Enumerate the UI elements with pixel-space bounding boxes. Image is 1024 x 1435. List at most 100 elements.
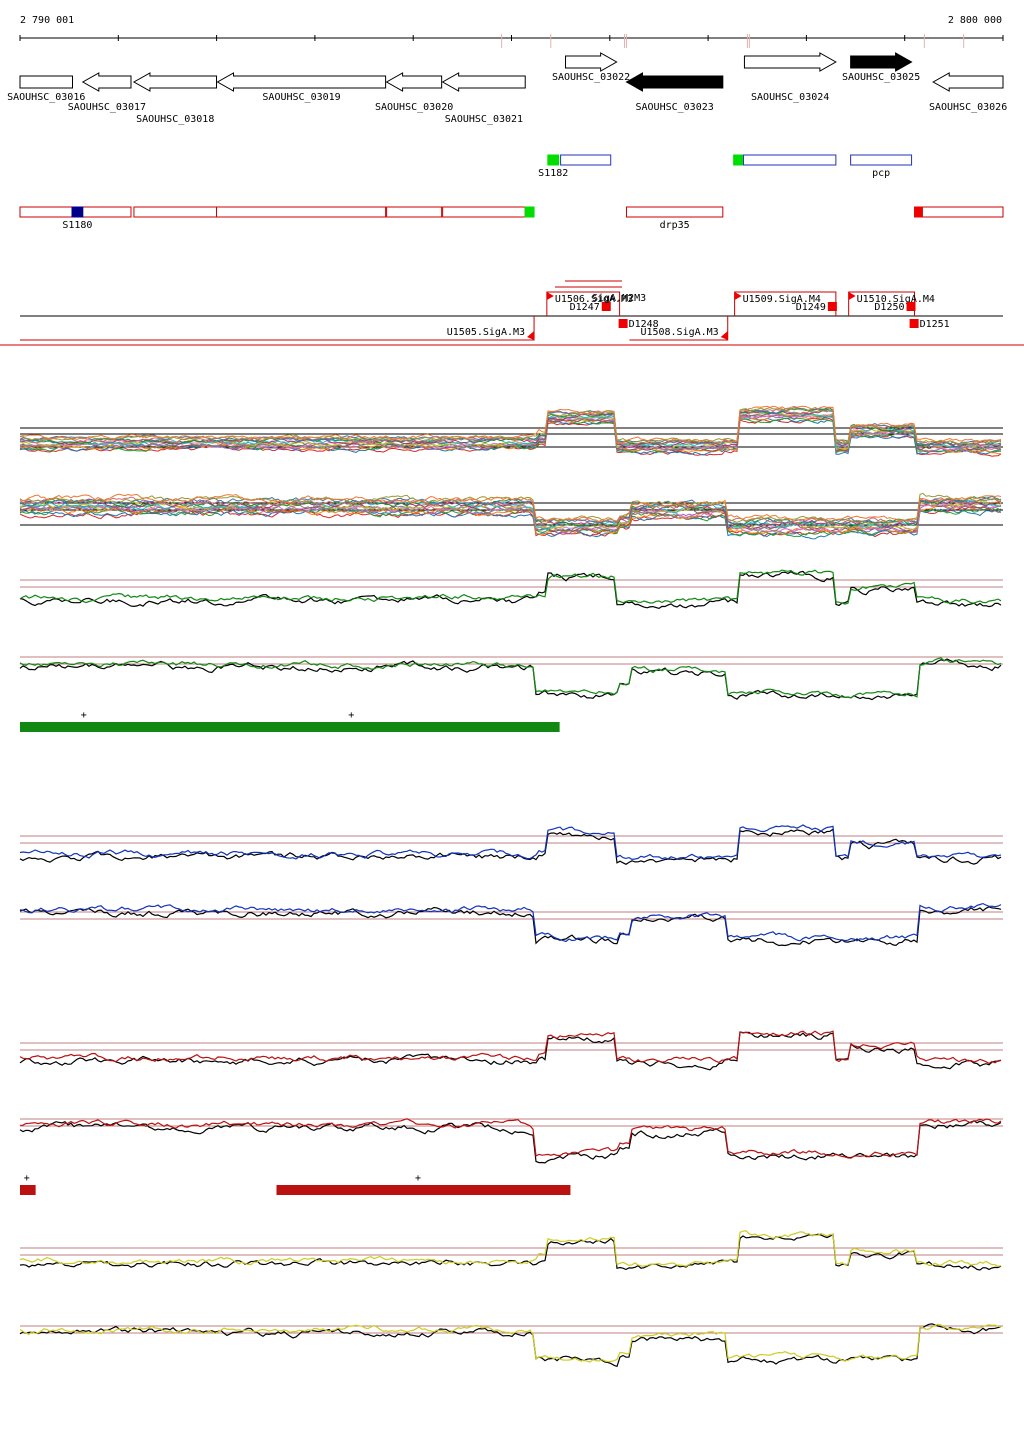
feature-tracks: S1182 pcp S1180 drp35 — [19, 154, 1004, 231]
feature-box — [560, 154, 612, 166]
feature-label: S1180 — [62, 220, 92, 231]
feature-box — [71, 206, 84, 218]
gene-label: SAOUHSC_03016 — [7, 92, 85, 103]
series-line — [19, 407, 1002, 445]
segment-bar — [20, 722, 560, 732]
gene-label: SAOUHSC_03022 — [552, 72, 630, 83]
transcript-fragment-label: SigA.M2M3 — [592, 293, 646, 304]
gene-label: SAOUHSC_03020 — [375, 102, 453, 113]
segment-bars: + + + + — [20, 710, 571, 1195]
gene-label: SAOUHSC_03026 — [929, 102, 1007, 113]
reference-line — [19, 570, 1002, 610]
feature-box — [850, 154, 913, 166]
gene-arrow — [565, 52, 618, 72]
reference-line — [19, 1233, 1002, 1271]
gene-label: SAOUHSC_03017 — [68, 102, 146, 113]
transcript-bracket — [546, 291, 621, 316]
feature-box — [742, 154, 837, 166]
gene-label: SAOUHSC_03024 — [751, 92, 829, 103]
series-line — [19, 496, 1002, 526]
colored-series-line — [19, 569, 1002, 605]
segment-bar — [276, 1185, 571, 1195]
transcript-label: U1508.SigA.M3 — [640, 327, 718, 338]
gene-label: SAOUHSC_03023 — [636, 102, 714, 113]
segment-mark: + — [415, 1173, 421, 1184]
gene-arrow — [625, 72, 724, 92]
gene-track: SAOUHSC_03016 SAOUHSC_03022 SAOUHSC_03024 S… — [7, 34, 1007, 125]
transcript-label: U1509.SigA.M4 — [743, 294, 821, 305]
feature-label: pcp — [872, 168, 890, 179]
gene-arrow — [81, 72, 132, 92]
gene-arrow — [743, 52, 837, 72]
segment-bar — [20, 1185, 36, 1195]
coordinate-axis — [19, 35, 1004, 41]
gene-label: SAOUHSC_03025 — [842, 72, 920, 83]
axis-end-label: 2 800 000 — [948, 15, 1002, 26]
gene-arrow — [385, 72, 443, 92]
feature-box — [133, 206, 218, 218]
gene-label: SAOUHSC_03018 — [136, 114, 214, 125]
expression-profiles — [19, 405, 1003, 1368]
colored-series-line — [19, 657, 1002, 699]
transcript-label: U1510.SigA.M4 — [857, 294, 935, 305]
feature-box — [733, 154, 743, 166]
colored-series-line — [19, 902, 1002, 943]
feature-box — [625, 206, 724, 218]
series-line — [19, 410, 1002, 449]
feature-box — [524, 206, 535, 218]
colored-series-line — [19, 824, 1002, 861]
feature-box — [547, 154, 560, 166]
segment-mark: + — [348, 710, 354, 721]
series-line — [19, 504, 1002, 534]
series-line — [19, 503, 1002, 536]
gene-arrow — [132, 72, 218, 92]
segment-mark: + — [81, 710, 87, 721]
promoter-mark — [527, 331, 535, 340]
feature-box — [442, 206, 526, 218]
axis-start-label: 2 790 001 — [20, 15, 74, 26]
terminator-mark — [601, 302, 611, 311]
series-line — [19, 407, 1002, 447]
terminator-mark — [618, 319, 628, 328]
series-line — [19, 417, 1002, 454]
transcript-label: D1249 — [796, 302, 826, 313]
feature-box — [216, 206, 387, 218]
feature-label: drp35 — [660, 220, 690, 231]
transcript-label: U1506.SigA.M3 — [555, 294, 633, 305]
feature-box — [921, 206, 1004, 218]
gene-arrow — [441, 72, 526, 92]
series-line — [19, 405, 1002, 444]
gene-arrow — [216, 72, 387, 92]
transcript-label: D1251 — [920, 319, 950, 330]
transcript-label: D1248 — [629, 319, 659, 330]
transcript-label: D1247 — [570, 302, 600, 313]
transcript-label: D1250 — [874, 302, 904, 313]
gene-label: SAOUHSC_03021 — [445, 114, 523, 125]
gene-arrow — [850, 52, 913, 72]
terminator-mark — [827, 302, 837, 311]
terminator-mark — [906, 302, 916, 311]
gene-label: SAOUHSC_03019 — [262, 92, 340, 103]
gene-box — [19, 75, 73, 89]
series-line — [19, 500, 1002, 531]
reference-line — [19, 658, 1002, 701]
segment-mark: + — [24, 1173, 30, 1184]
colored-series-line — [19, 1030, 1002, 1065]
series-line — [19, 493, 1002, 523]
transcript-label: U1505.SigA.M3 — [447, 327, 525, 338]
feature-box — [914, 206, 923, 218]
colored-series-line — [19, 1323, 1002, 1363]
promoter-mark — [848, 292, 856, 300]
reference-line — [19, 828, 1002, 865]
terminator-mark — [909, 319, 919, 328]
promoter-mark — [546, 292, 554, 300]
reference-line — [19, 1031, 1002, 1071]
colored-series-line — [19, 1230, 1002, 1267]
gene-arrow — [932, 72, 1004, 92]
reference-line — [19, 1323, 1002, 1368]
promoter-mark — [734, 292, 742, 300]
colored-series-line — [19, 1118, 1002, 1159]
promoter-mark — [720, 331, 728, 340]
